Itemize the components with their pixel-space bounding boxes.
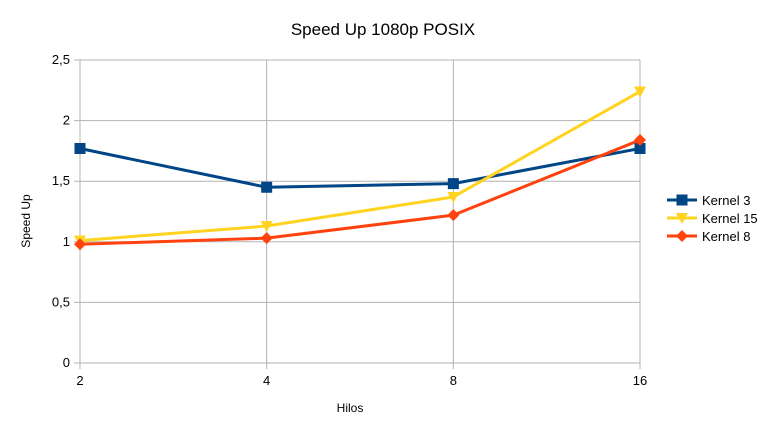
data-point bbox=[260, 232, 273, 245]
legend-marker bbox=[676, 194, 688, 206]
gridlines bbox=[74, 59, 641, 369]
y-axis-ticks: 0 0,5 1 1,5 2 2,5 bbox=[52, 52, 70, 370]
y-axis-label: Speed Up bbox=[19, 194, 33, 248]
legend-label: Kernel 8 bbox=[702, 229, 750, 244]
data-point bbox=[260, 221, 273, 233]
y-tick-label: 0 bbox=[63, 355, 70, 370]
y-tick-label: 1 bbox=[63, 234, 70, 249]
x-tick-label: 4 bbox=[263, 373, 270, 388]
series-line bbox=[79, 147, 641, 189]
y-tick-label: 0,5 bbox=[52, 294, 70, 309]
chart-title: Speed Up 1080p POSIX bbox=[291, 20, 475, 39]
series-3 bbox=[74, 133, 646, 251]
y-tick-label: 2 bbox=[63, 113, 70, 128]
x-tick-label: 2 bbox=[76, 373, 83, 388]
x-axis-ticks: 2 4 8 16 bbox=[76, 373, 647, 388]
data-point bbox=[74, 142, 86, 154]
data-point bbox=[634, 142, 646, 154]
legend-label: Kernel 15 bbox=[702, 211, 758, 226]
data-point bbox=[261, 181, 273, 193]
x-axis-label: Hilos bbox=[337, 401, 364, 415]
data-point bbox=[634, 133, 646, 146]
series-line bbox=[79, 138, 641, 246]
series-1 bbox=[74, 142, 646, 193]
legend-item: Kernel 15 bbox=[667, 211, 758, 226]
data-point bbox=[447, 178, 459, 190]
y-tick-label: 2,5 bbox=[52, 52, 70, 67]
series-lines bbox=[74, 86, 646, 251]
data-point bbox=[634, 86, 646, 98]
legend-item: Kernel 8 bbox=[667, 229, 750, 244]
legend-marker bbox=[676, 230, 688, 242]
data-point bbox=[447, 209, 460, 222]
legend-item: Kernel 3 bbox=[667, 193, 750, 208]
x-tick-label: 8 bbox=[450, 373, 457, 388]
x-tick-label: 16 bbox=[633, 373, 647, 388]
data-point bbox=[447, 191, 460, 203]
y-tick-label: 1,5 bbox=[52, 173, 70, 188]
legend-marker bbox=[676, 213, 688, 224]
legend: Kernel 3 Kernel 15 Kernel 8 bbox=[667, 193, 758, 244]
data-point bbox=[74, 238, 86, 251]
series-line bbox=[79, 90, 641, 243]
legend-label: Kernel 3 bbox=[702, 193, 750, 208]
